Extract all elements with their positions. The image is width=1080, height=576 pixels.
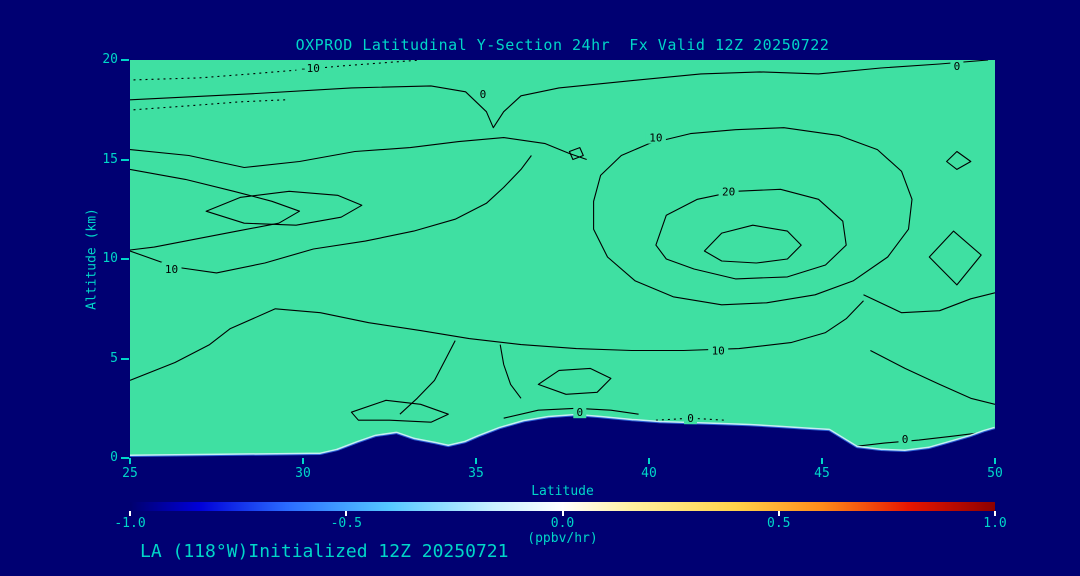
contour-label-mask <box>161 262 182 275</box>
contour-label-mask <box>684 411 697 425</box>
colorbar-tick-mark <box>561 511 564 516</box>
y-tick-label: 5 <box>110 350 118 366</box>
contour-line-level-0 <box>870 350 995 405</box>
contour-label: 0 <box>902 433 909 446</box>
contour-line-level-10 <box>568 147 584 161</box>
contour-line-level-10 <box>130 137 587 169</box>
terrain-silhouette <box>130 416 995 458</box>
contour-label: 0 <box>687 412 694 425</box>
x-tick-mark <box>302 458 304 464</box>
contour-line-level--10 <box>133 99 286 111</box>
y-tick-label: 15 <box>102 151 118 167</box>
contour-line-level-10 <box>499 344 522 399</box>
contour-line-level-20 <box>655 188 847 280</box>
contour-label-mask <box>645 130 666 144</box>
x-tick-label: 50 <box>987 466 1003 481</box>
contour-label-mask <box>718 184 739 198</box>
x-tick-mark <box>648 458 650 464</box>
x-axis-label: Latitude <box>531 484 594 499</box>
contour-line-level-0 <box>849 432 978 448</box>
contour-label: 20 <box>722 185 735 198</box>
contour-line-level-10 <box>863 292 995 314</box>
contour-label-mask <box>296 61 324 74</box>
contour-line-level-10 <box>130 155 532 274</box>
y-tick-mark <box>121 258 129 260</box>
contour-label-mask <box>573 405 587 419</box>
colorbar-tick-mark <box>345 511 348 516</box>
y-tick-label: 0 <box>110 450 118 465</box>
y-tick-mark <box>121 59 129 61</box>
contour-line-level-10 <box>205 190 363 226</box>
contour-label-mask <box>950 60 964 72</box>
x-tick-label: 45 <box>814 466 830 481</box>
contour-plot: -10 0 0 10 20 10 10 0 0 0 <box>130 60 995 458</box>
y-tick-label: 10 <box>102 251 118 266</box>
x-tick-label: 35 <box>468 466 484 481</box>
x-tick-label: 25 <box>122 466 138 481</box>
colorbar-tick-label: -0.5 <box>330 516 362 531</box>
x-tick-label: 30 <box>295 466 311 481</box>
x-tick-mark <box>475 458 477 464</box>
contour-line-level-0 <box>130 60 989 129</box>
contour-line-level-30 <box>703 224 802 264</box>
contour-label-mask <box>708 343 729 357</box>
y-tick-mark <box>121 457 129 459</box>
colorbar-tick-label: 0.0 <box>550 516 575 531</box>
contour-label: 0 <box>480 88 487 101</box>
contour-line-level-10 <box>946 150 972 170</box>
colorbar-tick-label: 1.0 <box>983 516 1007 531</box>
colorbar-unit: (ppbv/hr) <box>527 531 598 546</box>
contour-line-level--10 <box>133 60 421 81</box>
contour-line-level-10 <box>130 168 301 251</box>
y-tick-label: 20 <box>102 52 118 67</box>
contour-label: 10 <box>165 263 178 276</box>
contour-label: 0 <box>954 60 961 73</box>
contour-label: -10 <box>300 62 320 75</box>
colorbar <box>130 502 995 511</box>
chart-title: OXPROD Latitudinal Y-Section 24hr Fx Val… <box>295 36 830 54</box>
contour-label-mask <box>476 86 490 100</box>
plot-area: -10 0 0 10 20 10 10 0 0 0 <box>130 60 995 458</box>
x-tick-mark <box>129 458 131 464</box>
colorbar-tick-mark <box>994 511 996 516</box>
contour-line-level-10 <box>593 127 913 306</box>
contour-line-level-10 <box>928 230 982 286</box>
colorbar-tick-label: -1.0 <box>114 516 146 531</box>
contour-label-mask <box>898 432 912 446</box>
footer-caption: LA (118°W)Initialized 12Z 20250721 <box>140 541 509 562</box>
colorbar-tick-mark <box>777 511 780 516</box>
contour-label: 10 <box>712 345 725 358</box>
x-tick-mark <box>994 458 996 464</box>
colorbar-tick-mark <box>129 511 131 516</box>
contour-line-level-0 <box>350 399 449 423</box>
contour-label: 10 <box>649 132 662 145</box>
contour-label: 0 <box>576 406 583 419</box>
x-tick-label: 40 <box>641 466 657 481</box>
contour-line-level-10 <box>130 300 864 381</box>
y-tick-mark <box>121 357 129 360</box>
contour-line-level-0 <box>537 367 612 395</box>
x-tick-mark <box>821 458 823 464</box>
colorbar-tick-label: 0.5 <box>767 516 791 531</box>
y-tick-mark <box>121 158 129 161</box>
